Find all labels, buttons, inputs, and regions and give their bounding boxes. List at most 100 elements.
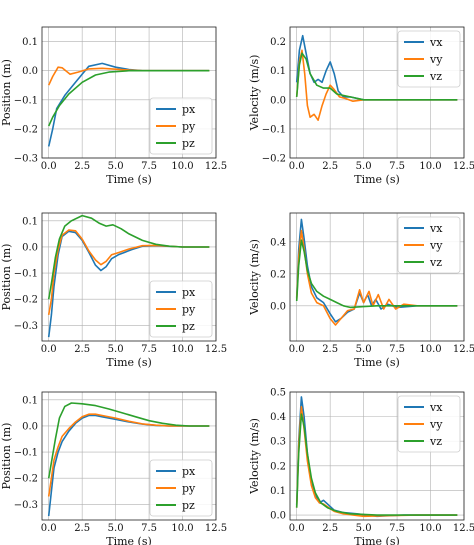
legend-label-vy: vy: [429, 239, 443, 252]
x-tick-label: 0.0: [289, 344, 305, 355]
series-line-vz: [295, 52, 458, 101]
chart-4: 0.0 2.5 5.0 7.5 10.0 12.5 0.0 0.2 0.4 Time (s) Vel…: [248, 212, 474, 369]
series-line-py: [47, 413, 210, 497]
x-tick-label: 7.5: [389, 344, 405, 355]
y-axis-label: Velocity (m/s): [248, 239, 261, 316]
series-line-pz: [47, 69, 210, 127]
legend-box: [397, 30, 461, 88]
legend-label-vy: vy: [429, 418, 443, 431]
x-tick-label: 7.5: [141, 344, 157, 355]
legend-label-vz: vz: [429, 70, 442, 83]
legend-label-py: py: [182, 303, 196, 316]
x-tick-label: 2.5: [322, 344, 338, 355]
y-tick-label: 0.2: [270, 269, 286, 280]
chart-6: 0.0 2.5 5.0 7.5 10.0 12.5 0.0 0.1 0.2 0.3 0.4 0.5 Ti…: [248, 388, 474, 545]
y-tick-label: −0.3: [14, 321, 38, 332]
x-tick-label: 7.5: [141, 161, 157, 172]
x-tick-label: 12.5: [453, 523, 474, 534]
legend-box: [149, 280, 213, 338]
chart-3: 0.0 2.5 5.0 7.5 10.0 12.5 −0.3 −0.2 −0.1 0.0 0.1 Ti…: [0, 212, 227, 369]
x-axis-label: Time (s): [106, 356, 152, 369]
y-tick-label: −0.1: [14, 448, 38, 459]
legend-label-vx: vx: [429, 222, 443, 235]
series-line-py: [47, 229, 210, 316]
x-tick-label: 7.5: [389, 523, 405, 534]
y-axis-label: Position (m): [0, 244, 13, 311]
legend-box: [397, 216, 461, 274]
x-tick-label: 10.0: [171, 161, 193, 172]
legend: px py pz: [149, 280, 213, 338]
y-tick-label: 0.5: [270, 388, 286, 399]
x-tick-label: 5.0: [108, 344, 124, 355]
y-tick-label: −0.2: [14, 295, 38, 306]
x-tick-label: 12.5: [453, 344, 474, 355]
y-tick-label: 0.2: [270, 461, 286, 472]
y-tick-label: 0.4: [270, 237, 286, 248]
chart-5: 0.0 2.5 5.0 7.5 10.0 12.5 −0.3 −0.2 −0.1 0.0 0.1 Ti…: [0, 391, 227, 545]
x-tick-label: 2.5: [74, 523, 90, 534]
y-tick-label: 0.4: [270, 412, 286, 423]
x-tick-label: 0.0: [289, 523, 305, 534]
x-tick-label: 12.5: [453, 161, 474, 172]
x-tick-label: 0.0: [289, 161, 305, 172]
y-tick-label: 0.1: [22, 37, 38, 48]
plot-frame: [289, 391, 465, 521]
legend-label-px: px: [182, 286, 196, 299]
legend: px py pz: [149, 97, 213, 155]
legend-label-vx: vx: [429, 401, 443, 414]
x-tick-label: 2.5: [74, 344, 90, 355]
x-axis-label: Time (s): [354, 173, 400, 186]
plot-frame: [41, 212, 217, 342]
y-tick-label: −0.3: [14, 500, 38, 511]
y-axis-label: Velocity (m/s): [248, 55, 261, 132]
y-axis-label: Velocity (m/s): [248, 418, 261, 495]
legend-label-px: px: [182, 103, 196, 116]
x-tick-label: 10.0: [419, 344, 441, 355]
y-tick-label: 0.0: [22, 66, 38, 77]
x-axis-label: Time (s): [106, 173, 152, 186]
x-axis-label: Time (s): [354, 356, 400, 369]
x-tick-label: 5.0: [356, 523, 372, 534]
plot-frame: [41, 26, 217, 159]
y-tick-label: 0.0: [22, 421, 38, 432]
legend-label-vz: vz: [429, 256, 442, 269]
x-axis-label: Time (s): [354, 535, 400, 545]
y-tick-label: 0.0: [270, 301, 286, 312]
x-tick-label: 5.0: [108, 161, 124, 172]
legend-label-py: py: [182, 482, 196, 495]
x-tick-label: 12.5: [205, 523, 227, 534]
y-axis-label: Position (m): [0, 59, 13, 126]
series-line-vy: [295, 49, 458, 121]
x-tick-label: 2.5: [322, 523, 338, 534]
legend-box: [397, 395, 461, 453]
x-tick-label: 10.0: [171, 523, 193, 534]
x-tick-label: 10.0: [171, 344, 193, 355]
x-tick-label: 0.0: [41, 344, 57, 355]
legend: vx vy vz: [397, 395, 461, 453]
series-line-pz: [47, 214, 210, 300]
series-line-vz: [295, 239, 458, 309]
y-tick-label: −0.1: [14, 95, 38, 106]
x-tick-label: 12.5: [205, 161, 227, 172]
plot-frame: [41, 391, 217, 521]
y-tick-label: 0.3: [270, 437, 286, 448]
legend: vx vy vz: [397, 30, 461, 88]
y-axis-label: Position (m): [0, 423, 13, 490]
legend-label-pz: pz: [182, 320, 195, 333]
x-tick-label: 10.0: [419, 161, 441, 172]
x-tick-label: 2.5: [74, 161, 90, 172]
y-tick-label: 0.1: [22, 216, 38, 227]
plot-frame: [289, 212, 465, 342]
y-tick-label: 0.0: [270, 95, 286, 106]
y-tick-label: −0.1: [262, 124, 286, 135]
y-tick-label: −0.2: [14, 474, 38, 485]
plot-frame: [289, 26, 465, 159]
legend: vx vy vz: [397, 216, 461, 274]
legend-label-px: px: [182, 465, 196, 478]
x-tick-label: 12.5: [205, 344, 227, 355]
legend-label-vy: vy: [429, 53, 443, 66]
x-tick-label: 5.0: [356, 344, 372, 355]
y-tick-label: −0.3: [14, 154, 38, 165]
x-tick-label: 5.0: [356, 161, 372, 172]
legend-label-vx: vx: [429, 36, 443, 49]
